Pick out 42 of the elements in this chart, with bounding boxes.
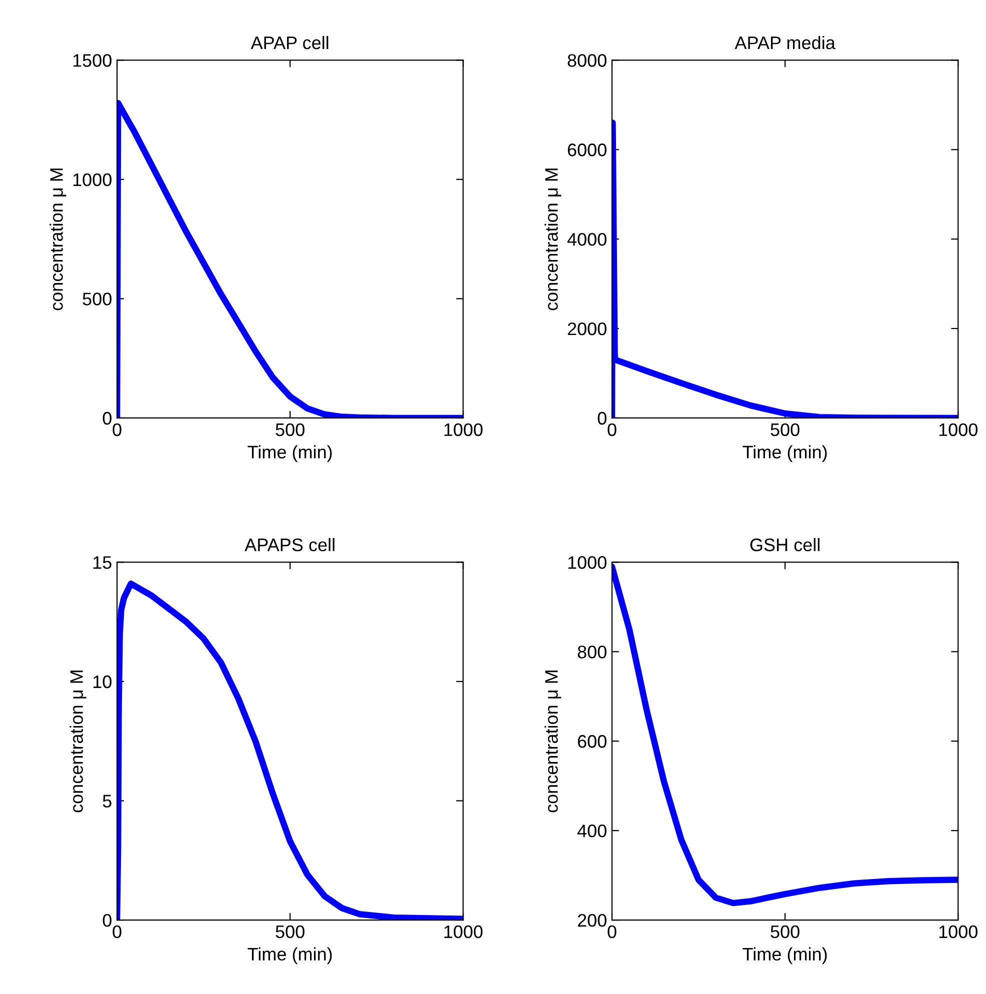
y-tick-label: 1500 bbox=[73, 54, 112, 67]
x-tick-label: 500 bbox=[770, 423, 800, 436]
x-tick-label: 1000 bbox=[444, 423, 483, 436]
chart-title: APAPS cell bbox=[244, 538, 334, 552]
y-tick-label: 0 bbox=[102, 914, 112, 927]
x-axis-title: Time (min) bbox=[742, 445, 827, 462]
x-tick-label: 0 bbox=[608, 925, 616, 938]
y-tick-label: 5 bbox=[102, 794, 112, 808]
y-tick-label: 600 bbox=[578, 735, 606, 748]
y-tick-label: 800 bbox=[578, 646, 606, 658]
y-tick-label: 15 bbox=[93, 556, 112, 569]
y-tick-label: 4000 bbox=[567, 232, 606, 246]
chart-title: GSH cell bbox=[750, 538, 820, 552]
x-tick-label: 1000 bbox=[939, 925, 978, 938]
y-tick-label: 6000 bbox=[568, 144, 606, 156]
x-tick-label: 500 bbox=[276, 423, 304, 436]
x-tick-label: 500 bbox=[770, 925, 800, 938]
y-axis-title: concentration μ M bbox=[544, 670, 562, 812]
x-tick-label: 0 bbox=[112, 925, 122, 938]
x-axis-title: Time (min) bbox=[248, 445, 332, 462]
y-tick-label: 8000 bbox=[568, 54, 606, 67]
x-tick-label: 500 bbox=[276, 925, 304, 938]
y-axis-title: concentration μ M bbox=[544, 168, 562, 310]
y-tick-label: 500 bbox=[82, 292, 112, 306]
y-tick-label: 1000 bbox=[73, 173, 112, 186]
y-tick-label: 2000 bbox=[568, 322, 606, 336]
x-axis-title: Time (min) bbox=[742, 947, 827, 964]
y-axis-title: concentration μ M bbox=[70, 670, 86, 812]
y-tick-label: 10 bbox=[93, 675, 112, 688]
x-tick-label: 1000 bbox=[939, 423, 978, 436]
chart-title: APAP cell bbox=[250, 36, 328, 50]
y-tick-label: 0 bbox=[598, 412, 606, 425]
chart-title: APAP media bbox=[734, 36, 836, 50]
x-tick-label: 0 bbox=[112, 423, 122, 436]
y-tick-label: 0 bbox=[102, 412, 112, 425]
y-tick-label: 200 bbox=[578, 914, 606, 927]
y-tick-label: 1000 bbox=[568, 556, 606, 569]
x-tick-label: 0 bbox=[608, 423, 616, 436]
x-axis-title: Time (min) bbox=[248, 947, 332, 964]
y-tick-label: 400 bbox=[577, 824, 606, 838]
x-tick-label: 1000 bbox=[444, 925, 483, 938]
y-axis-title: concentration μ M bbox=[50, 168, 66, 310]
